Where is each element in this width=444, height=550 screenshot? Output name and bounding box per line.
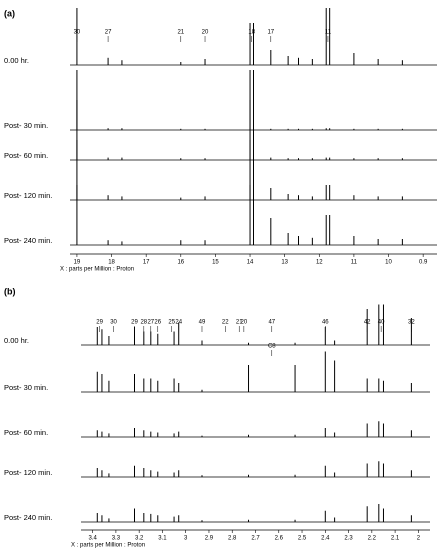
panel-label: (a) — [4, 8, 15, 18]
peak-label: 49 — [199, 320, 206, 326]
peak-label: 26 — [154, 320, 161, 326]
x-tick-label: 18 — [108, 260, 115, 266]
trace-label: Post- 30 min. — [4, 121, 48, 130]
peak-label: 25 — [168, 320, 175, 326]
peak-label: 30 — [74, 30, 81, 36]
x-tick-label: 19 — [74, 260, 81, 266]
x-tick-label: 13 — [281, 260, 288, 266]
peak-label: 17 — [267, 30, 274, 36]
x-tick-label: 12 — [316, 260, 323, 266]
panel-label: (b) — [4, 286, 16, 296]
x-tick-label: 10 — [385, 260, 392, 266]
x-tick-label: 15 — [212, 260, 219, 266]
peak-label: 29 — [96, 320, 103, 326]
x-tick-label: 17 — [143, 260, 150, 266]
trace-label: Post- 60 min. — [4, 151, 48, 160]
peak-label: 21 — [236, 320, 243, 326]
x-tick-label: 11 — [351, 260, 358, 266]
x-axis-label: X : parts per Million : Proton — [60, 267, 134, 273]
peak-label: 21 — [177, 30, 184, 36]
peak-label: 40 — [378, 320, 385, 326]
trace-label: Post- 120 min. — [4, 468, 52, 477]
x-tick-label: 2.9 — [205, 536, 214, 542]
peak-label: 46 — [322, 320, 329, 326]
x-tick-label: 2.4 — [321, 536, 330, 542]
peak-label: 22 — [222, 320, 229, 326]
x-tick-label: 2.2 — [368, 536, 377, 542]
peak-label: 24 — [175, 320, 182, 326]
x-tick-label: 16 — [177, 260, 184, 266]
x-axis-label: X : parts per Million : Proton — [71, 543, 145, 549]
trace-label: Post- 120 min. — [4, 191, 52, 200]
peak-label: 32 — [408, 320, 415, 326]
x-tick-label: 2.1 — [391, 536, 400, 542]
trace-label: Post- 30 min. — [4, 383, 48, 392]
peak-label: 47 — [268, 320, 275, 326]
x-tick-label: 0.9 — [419, 260, 428, 266]
x-tick-label: 2.6 — [275, 536, 284, 542]
peak-label: 27 — [105, 30, 112, 36]
x-tick-label: 2 — [417, 536, 421, 542]
x-tick-label: 3.1 — [158, 536, 167, 542]
peak-label: 18 — [248, 30, 255, 36]
x-tick-label: 14 — [247, 260, 254, 266]
trace-label: 0.00 hr. — [4, 336, 29, 345]
trace-label: 0.00 hr. — [4, 56, 29, 65]
x-tick-label: 3 — [184, 536, 188, 542]
peak-label: 27 — [147, 320, 154, 326]
peak-label: 28 — [140, 320, 147, 326]
peak-label: 29 — [131, 320, 138, 326]
peak-label: 11 — [325, 30, 332, 36]
peak-label: 20 — [202, 30, 209, 36]
peak-label: 30 — [110, 320, 117, 326]
annotation: C8 — [268, 344, 276, 350]
x-tick-label: 2.3 — [344, 536, 353, 542]
x-tick-label: 3.3 — [112, 536, 121, 542]
x-tick-label: 2.8 — [228, 536, 237, 542]
trace-label: Post- 60 min. — [4, 428, 48, 437]
x-tick-label: 2.7 — [251, 536, 260, 542]
peak-label: 20 — [241, 320, 248, 326]
x-tick-label: 3.4 — [88, 536, 97, 542]
peak-label: 42 — [364, 320, 371, 326]
x-tick-label: 3.2 — [135, 536, 144, 542]
trace-label: Post- 240 min. — [4, 513, 52, 522]
x-tick-label: 2.5 — [298, 536, 307, 542]
trace-label: Post- 240 min. — [4, 236, 52, 245]
